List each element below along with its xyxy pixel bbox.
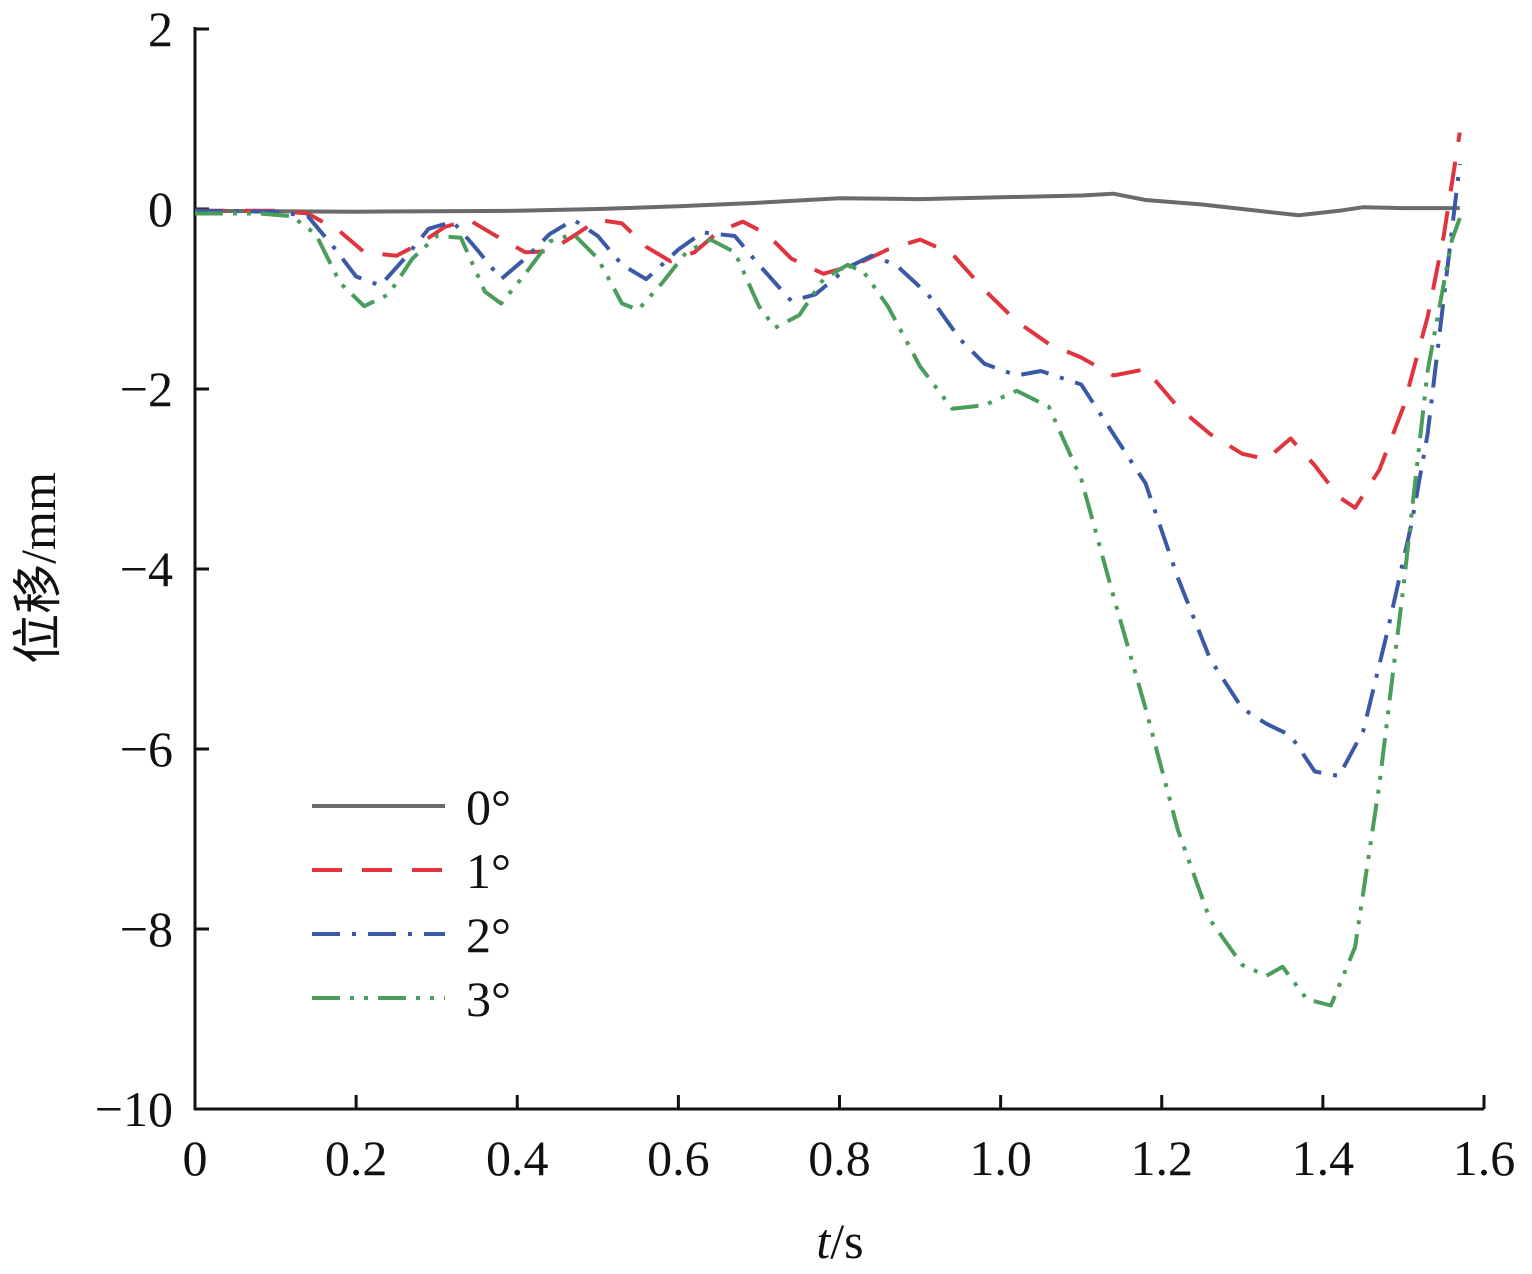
- y-tick-label: −2: [120, 361, 173, 417]
- x-tick-label: 0: [183, 1130, 208, 1186]
- y-tick-label: −6: [120, 721, 173, 777]
- legend-label-1: 1°: [466, 843, 511, 899]
- legend-label-0: 0°: [466, 779, 511, 835]
- series-layer: [194, 132, 1462, 1008]
- x-tick-label: 1.0: [969, 1130, 1032, 1186]
- y-tick-label: −4: [120, 541, 173, 597]
- x-tick-label: 1.4: [1292, 1130, 1355, 1186]
- x-tick-label: 1.6: [1453, 1130, 1516, 1186]
- legend: 0° 1° 2° 3°: [312, 779, 511, 1027]
- series-line-3: [195, 211, 1462, 1008]
- series-line-2: [194, 163, 1462, 778]
- y-axis-label: 位移/mm: [10, 472, 66, 664]
- x-tick-label: 0.2: [325, 1130, 388, 1186]
- y-tick-label: −10: [95, 1081, 173, 1137]
- y-tick-label: 2: [148, 1, 173, 57]
- x-tick-label: 1.2: [1131, 1130, 1194, 1186]
- x-tick-label: 0.6: [647, 1130, 710, 1186]
- series-line-1: [195, 132, 1462, 510]
- series-line-0: [194, 191, 1460, 218]
- x-tick-label: 0.8: [808, 1130, 871, 1186]
- x-tick-label: 0.4: [486, 1130, 549, 1186]
- legend-label-3: 3°: [466, 971, 511, 1027]
- y-tick-label: 0: [148, 181, 173, 237]
- axes: 0 0.2 0.4 0.6 0.8 1.0 1.2 1.4 1.6 2 0 −2 −4 −6 −8 −10: [95, 1, 1515, 1186]
- x-axis-label: t/s: [816, 1213, 863, 1269]
- legend-label-2: 2°: [466, 907, 511, 963]
- y-tick-label: −8: [120, 901, 173, 957]
